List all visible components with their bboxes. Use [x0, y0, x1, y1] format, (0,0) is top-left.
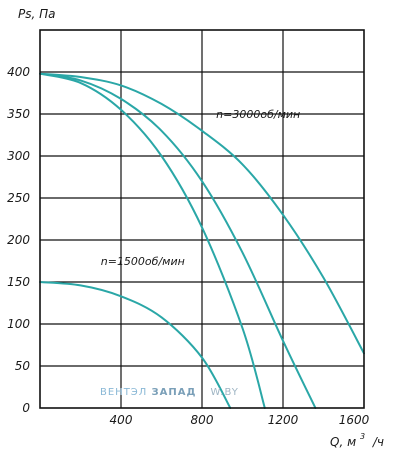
y-tick-label: 250 [7, 191, 30, 205]
plot-frame [39, 29, 365, 409]
x-tick-label: 800 [191, 413, 214, 427]
curves-group [39, 72, 365, 409]
watermark-part2: ЗАПАД [152, 387, 197, 398]
y-tick-label: 50 [15, 359, 31, 373]
curve-1 [39, 72, 266, 409]
y-tick-label: 300 [7, 149, 30, 163]
y-tick-label: 350 [7, 107, 30, 121]
y-tick-label: 100 [7, 317, 30, 331]
annotation-n1500: n=1500об/мин [101, 255, 185, 268]
watermark-part1: ВЕНТЭЛ [100, 387, 147, 398]
y-tick-label: 0 [22, 401, 30, 415]
grid-lines [40, 30, 364, 408]
y-axis-label: Ps, Па [18, 7, 56, 21]
x-tick-label: 1200 [268, 413, 299, 427]
watermark-part3: W.BY [211, 387, 239, 398]
x-tick-label: 1600 [339, 413, 370, 427]
curve-3 [39, 72, 365, 355]
y-tick-labels: 0 50 100 150 200 250 300 350 400 [7, 65, 30, 415]
curve-0 [39, 281, 232, 409]
y-tick-label: 400 [7, 65, 30, 79]
x-axis-label-main: Q, м [330, 435, 356, 449]
x-axis-label-tail: /ч [372, 435, 384, 449]
x-axis-label-sup: 3 [360, 432, 365, 441]
curve-2 [39, 72, 317, 409]
y-tick-label: 150 [7, 275, 30, 289]
watermark: ВЕНТЭЛ ЗАПАД W.BY [100, 387, 239, 398]
x-axis-label: Q, м 3 /ч [330, 428, 384, 449]
annotation-n3000: n=3000об/мин [216, 108, 300, 121]
x-tick-label: 400 [110, 413, 133, 427]
x-tick-labels: 400 800 1200 1600 [110, 413, 370, 427]
y-tick-label: 200 [7, 233, 30, 247]
